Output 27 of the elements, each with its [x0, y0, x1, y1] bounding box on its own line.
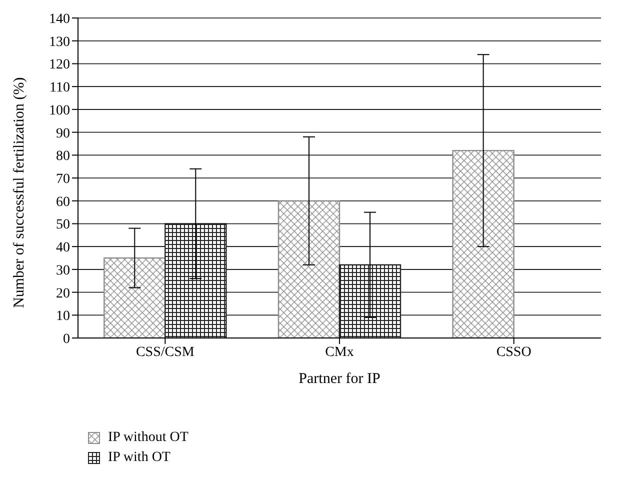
x-axis-title: Partner for IP	[298, 371, 380, 387]
y-tick-label: 70	[56, 172, 70, 187]
bar	[164, 223, 227, 338]
y-tick-label: 20	[56, 286, 70, 302]
x-tick-label: CMx	[325, 344, 354, 360]
y-tick-label: 80	[56, 149, 70, 164]
y-tick-label: 90	[56, 126, 70, 142]
y-tick-label: 110	[50, 80, 70, 96]
y-axis-title: Number of successful fertilization (%)	[11, 77, 28, 308]
y-tick-label: 130	[49, 34, 70, 50]
y-tick-label: 50	[56, 218, 70, 233]
x-tick-label: CSS/CSM	[136, 344, 195, 360]
y-tick-label: 0	[63, 332, 70, 347]
y-tick-label: 40	[56, 240, 70, 256]
y-tick-label: 120	[49, 58, 70, 73]
bar	[278, 200, 340, 338]
legend-label: IP without OT	[108, 430, 188, 446]
y-tick-label: 100	[49, 103, 70, 118]
bar	[452, 150, 514, 338]
legend-label: IP with OT	[108, 450, 170, 466]
y-tick-label: 30	[56, 263, 70, 278]
bar	[338, 264, 402, 338]
x-tick-label: CSSO	[496, 344, 532, 360]
y-tick-label: 60	[56, 194, 70, 210]
y-tick-label: 10	[56, 309, 70, 324]
y-tick-label: 140	[49, 12, 70, 27]
bar	[104, 257, 166, 338]
